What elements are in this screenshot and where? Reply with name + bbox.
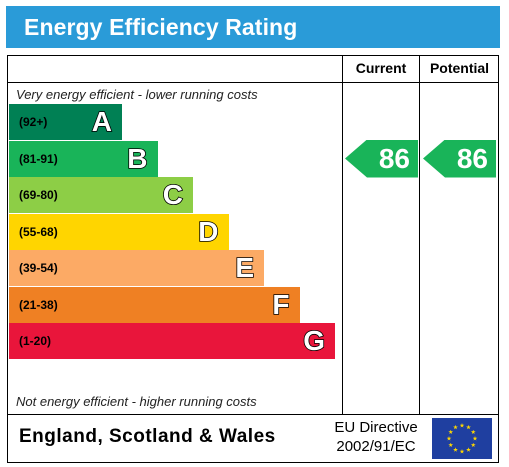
potential-column-header: Potential xyxy=(429,60,490,76)
rating-band-range: (21-38) xyxy=(19,297,58,312)
potential-rating-arrow: 86 xyxy=(423,139,496,178)
rating-band-range: (39-54) xyxy=(19,261,58,275)
rating-frame xyxy=(7,55,499,463)
eu-star-icon xyxy=(459,449,465,454)
efficient-note: Very energy efficient - lower running co… xyxy=(16,87,258,102)
rating-band-e: (39-54) E xyxy=(9,250,264,286)
rating-band-letter: A xyxy=(91,105,113,138)
current-column-header: Current xyxy=(355,60,407,76)
rating-band-b: (81-91) B xyxy=(9,140,158,177)
rating-band-range: (69-80) xyxy=(19,188,58,202)
rating-band-letter: F xyxy=(272,288,291,321)
inefficient-note: Not energy efficient - higher running co… xyxy=(16,394,257,409)
eu-directive-line1: EU Directive xyxy=(334,419,418,436)
eu-star-icon xyxy=(470,442,476,448)
rating-band-letter: E xyxy=(235,251,255,284)
rating-band-range: (92+) xyxy=(19,115,48,129)
rating-band-a: (92+) A xyxy=(9,104,122,140)
rating-band-f: (21-38) F xyxy=(9,286,300,323)
rating-band-letter: B xyxy=(126,142,148,175)
rating-band-letter: D xyxy=(197,215,219,248)
rating-band-g: (1-20) G xyxy=(9,323,335,359)
rating-band-range: (55-68) xyxy=(19,224,58,239)
rating-band-c: (69-80) C xyxy=(9,177,193,213)
eu-star-icon xyxy=(470,429,476,435)
header-divider xyxy=(7,82,499,83)
eu-star-icon xyxy=(466,424,471,430)
rating-band-range: (1-20) xyxy=(19,334,52,348)
eu-flag-icon xyxy=(432,418,492,459)
eu-directive-label: EU Directive 2002/91/EC xyxy=(326,418,426,456)
page-title: Energy Efficiency Rating xyxy=(24,14,298,40)
column-divider-potential xyxy=(419,55,420,414)
eu-star-icon xyxy=(448,442,454,448)
current-rating-arrow: 86 xyxy=(345,139,418,178)
title-banner: Energy Efficiency Rating xyxy=(6,6,500,48)
eu-star-icon xyxy=(453,424,458,430)
current-rating-value: 86 xyxy=(378,142,410,174)
eu-star-icon xyxy=(466,447,471,452)
rating-band-d: (55-68) D xyxy=(9,213,229,250)
footer-divider xyxy=(7,414,499,415)
country-label: England, Scotland & Wales xyxy=(19,426,276,447)
eu-star-icon xyxy=(446,436,452,441)
rating-band-range: (81-91) xyxy=(19,151,58,166)
eu-directive-line2: 2002/91/EC xyxy=(336,438,416,455)
rating-band-letter: G xyxy=(302,324,325,357)
potential-rating-value: 86 xyxy=(456,142,488,174)
eu-star-icon xyxy=(459,423,465,428)
rating-band-letter: C xyxy=(162,178,184,211)
eu-star-icon xyxy=(448,429,454,435)
eu-star-icon xyxy=(453,447,458,452)
eu-star-icon xyxy=(472,436,478,441)
column-divider-current xyxy=(342,55,343,414)
